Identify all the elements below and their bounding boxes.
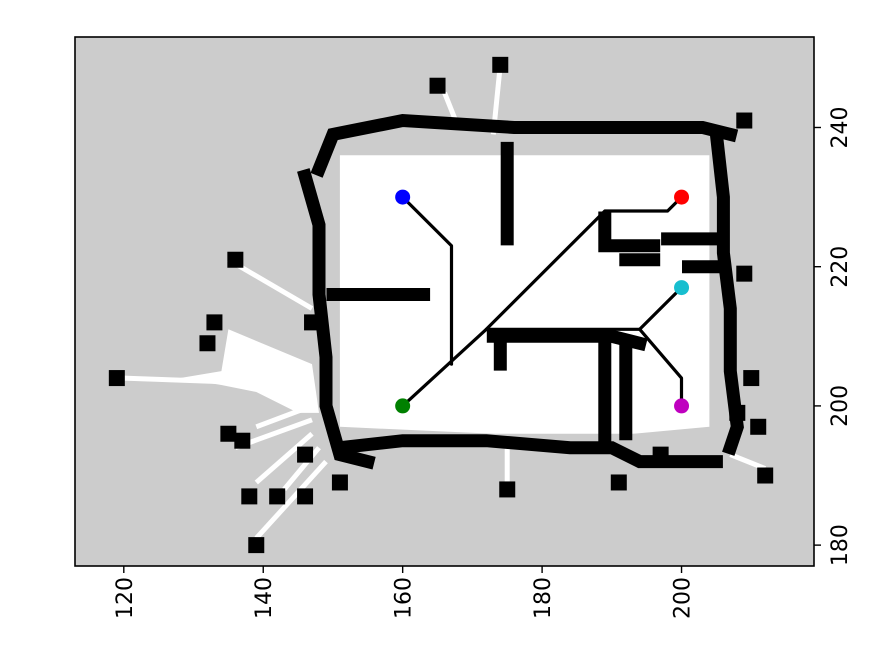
obstacle-cell xyxy=(304,314,321,331)
x-tick-label: 140 xyxy=(252,577,277,619)
sensor-ray xyxy=(255,403,313,430)
wall-segment xyxy=(332,434,723,469)
waypoint-marker xyxy=(674,398,690,414)
x-tick-label: 160 xyxy=(392,577,417,619)
wall-segment xyxy=(297,168,376,470)
obstacle-cell xyxy=(743,370,760,387)
obstacle-cell xyxy=(269,488,286,505)
planned-path xyxy=(638,327,684,408)
y-tick-label: 180 xyxy=(828,524,853,566)
sensor-ray xyxy=(254,431,314,485)
y-tick-label: 220 xyxy=(828,246,853,288)
obstacle-cell xyxy=(206,314,223,331)
planned-path xyxy=(638,286,684,331)
obstacle-cell xyxy=(331,474,348,491)
wall-segment xyxy=(486,329,648,352)
obstacle-cell xyxy=(736,112,753,129)
y-axis-ticks: 180 200 220 240 xyxy=(814,106,853,566)
x-tick-label: 120 xyxy=(113,577,138,619)
obstacle-cell xyxy=(729,404,746,421)
wall-segment xyxy=(709,127,744,456)
wall-segment xyxy=(598,211,661,253)
obstacle-cell xyxy=(297,488,314,505)
obstacle-cell xyxy=(199,335,216,352)
planned-path xyxy=(401,195,684,408)
obstacle-cell xyxy=(652,446,669,463)
waypoint-marker xyxy=(674,189,690,205)
obstacle-cell xyxy=(750,418,767,435)
free-space-region xyxy=(179,329,319,413)
waypoint-marker xyxy=(395,189,411,205)
obstacle-cell xyxy=(297,446,314,463)
wall-segment xyxy=(310,113,739,178)
obstacle-cell xyxy=(227,251,244,268)
y-tick-label: 240 xyxy=(828,106,853,148)
plot-area xyxy=(75,37,814,566)
obstacle-layer xyxy=(108,56,774,554)
occupied-wall-layer xyxy=(297,113,744,470)
waypoint-marker xyxy=(674,280,690,296)
x-tick-label: 180 xyxy=(531,577,556,619)
sensor-ray xyxy=(254,459,328,540)
obstacle-cell xyxy=(499,481,516,498)
x-tick-label: 200 xyxy=(671,577,696,619)
obstacle-cell xyxy=(248,537,265,554)
obstacle-cell xyxy=(234,432,251,449)
planned-path xyxy=(401,195,454,366)
obstacle-cell xyxy=(220,425,237,442)
x-axis-ticks: 120 140 160 180 200 xyxy=(113,566,696,619)
obstacle-cell xyxy=(492,56,509,73)
path-layer xyxy=(401,195,684,408)
obstacle-cell xyxy=(757,467,774,484)
obstacle-cell xyxy=(736,265,753,282)
obstacle-cell xyxy=(108,370,125,387)
axes-frame xyxy=(74,36,815,567)
obstacle-cell xyxy=(429,77,446,94)
obstacle-cell xyxy=(610,474,627,491)
sensor-ray xyxy=(123,375,313,388)
obstacle-cell xyxy=(241,488,258,505)
point-layer xyxy=(395,189,690,414)
waypoint-marker xyxy=(395,398,411,414)
sensor-ray xyxy=(282,446,321,492)
sensor-ray xyxy=(729,452,767,471)
sensor-ray xyxy=(227,257,314,311)
y-tick-label: 200 xyxy=(828,385,853,427)
